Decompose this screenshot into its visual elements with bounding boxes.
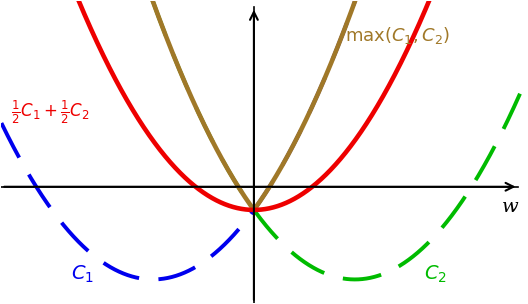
Text: $C_2$: $C_2$ (425, 264, 447, 285)
Text: $C_1$: $C_1$ (71, 264, 93, 285)
Text: $\frac{1}{2}C_1 + \frac{1}{2}C_2$: $\frac{1}{2}C_1 + \frac{1}{2}C_2$ (12, 99, 90, 126)
Text: w: w (502, 198, 518, 216)
Text: $\max(C_1, C_2)$: $\max(C_1, C_2)$ (345, 25, 450, 46)
